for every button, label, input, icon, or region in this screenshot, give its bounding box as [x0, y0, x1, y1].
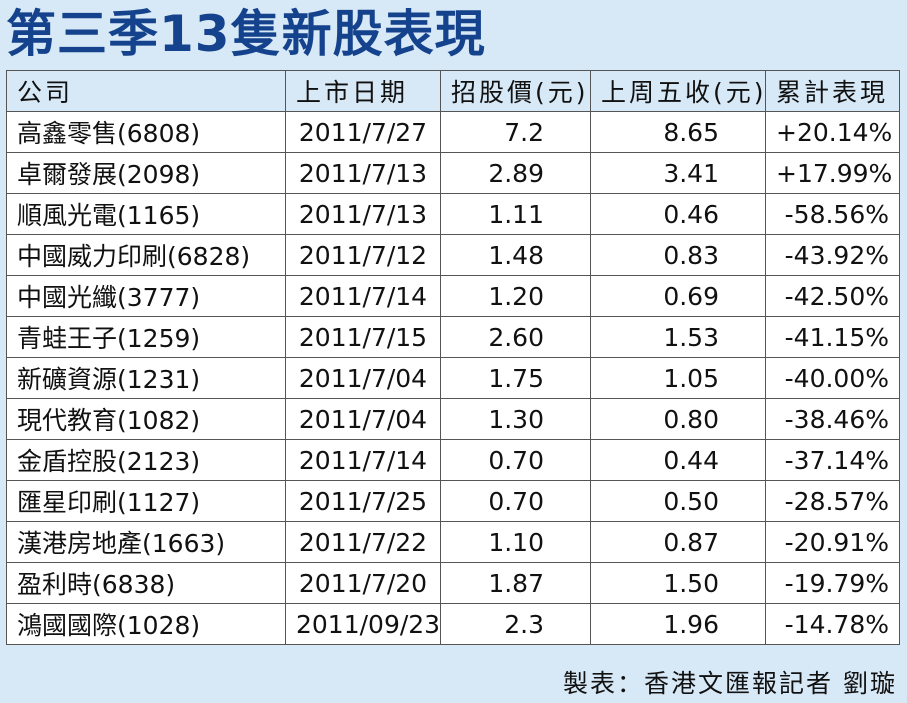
table-cell: -43.92%	[765, 234, 900, 276]
table-cell: -40.00%	[765, 357, 900, 399]
header-row: 公司 上市日期 招股價(元) 上周五收(元) 累計表現	[6, 70, 900, 112]
table-cell: -41.15%	[765, 316, 900, 358]
table-cell: -37.14%	[765, 439, 900, 481]
table-cell: 0.70	[440, 480, 591, 522]
table-cell: 2.3	[440, 603, 591, 645]
table-cell: 3.41	[590, 152, 766, 194]
table-cell: 現代教育(1082)	[6, 398, 286, 440]
table-row: 盈利時(6838) 2011/7/20 1.87 1.50 -19.79%	[6, 562, 900, 604]
table-cell: 2011/7/22	[285, 521, 441, 563]
table-cell: -38.46%	[765, 398, 900, 440]
table-cell: 金盾控股(2123)	[6, 439, 286, 481]
table-row: 漢港房地產(1663) 2011/7/22 1.10 0.87 -20.91%	[6, 521, 900, 563]
table-row: 新礦資源(1231) 2011/7/04 1.75 1.05 -40.00%	[6, 357, 900, 399]
header-cell: 招股價(元)	[440, 70, 591, 112]
header-cell: 上周五收(元)	[590, 70, 766, 112]
table-cell: 0.83	[590, 234, 766, 276]
table-cell: 2011/7/04	[285, 398, 441, 440]
table-cell: 2011/7/12	[285, 234, 441, 276]
table-cell: 2011/7/14	[285, 275, 441, 317]
table-cell: 中國光纖(3777)	[6, 275, 286, 317]
table-cell: -20.91%	[765, 521, 900, 563]
table-cell: 2011/7/20	[285, 562, 441, 604]
table-cell: 0.69	[590, 275, 766, 317]
header-cell: 公司	[6, 70, 286, 112]
table-cell: 2011/7/15	[285, 316, 441, 358]
table-row: 青蛙王子(1259) 2011/7/15 2.60 1.53 -41.15%	[6, 316, 900, 358]
table-cell: 0.44	[590, 439, 766, 481]
table-cell: +17.99%	[765, 152, 900, 194]
table-row: 匯星印刷(1127) 2011/7/25 0.70 0.50 -28.57%	[6, 480, 900, 522]
table-cell: -14.78%	[765, 603, 900, 645]
table-cell: 1.96	[590, 603, 766, 645]
table-cell: 0.50	[590, 480, 766, 522]
table-cell: 0.80	[590, 398, 766, 440]
table-cell: -42.50%	[765, 275, 900, 317]
table-cell: 1.87	[440, 562, 591, 604]
table-row: 金盾控股(2123) 2011/7/14 0.70 0.44 -37.14%	[6, 439, 900, 481]
table-cell: 0.70	[440, 439, 591, 481]
table-cell: 鴻國國際(1028)	[6, 603, 286, 645]
ipo-table: 公司 上市日期 招股價(元) 上周五收(元) 累計表現 高鑫零售(6808) 2011/7…	[6, 70, 900, 645]
table-row: 中國威力印刷(6828) 2011/7/12 1.48 0.83 -43.92%	[6, 234, 900, 276]
table-cell: 1.50	[590, 562, 766, 604]
table-cell: 1.05	[590, 357, 766, 399]
table-cell: 0.46	[590, 193, 766, 235]
credit: 製表：香港文匯報記者 劉璇	[563, 669, 897, 698]
table-cell: 卓爾發展(2098)	[6, 152, 286, 194]
table-cell: 高鑫零售(6808)	[6, 111, 286, 153]
table-cell: 漢港房地產(1663)	[6, 521, 286, 563]
table-cell: 順風光電(1165)	[6, 193, 286, 235]
table-cell: 2011/09/23	[285, 603, 441, 645]
table-row: 現代教育(1082) 2011/7/04 1.30 0.80 -38.46%	[6, 398, 900, 440]
table-cell: 2011/7/14	[285, 439, 441, 481]
table-row: 中國光纖(3777) 2011/7/14 1.20 0.69 -42.50%	[6, 275, 900, 317]
table-cell: 2.89	[440, 152, 591, 194]
table-cell: 青蛙王子(1259)	[6, 316, 286, 358]
table-cell: +20.14%	[765, 111, 900, 153]
table-cell: -28.57%	[765, 480, 900, 522]
table-row: 高鑫零售(6808) 2011/7/27 7.2 8.65 +20.14%	[6, 111, 900, 153]
table-cell: 0.87	[590, 521, 766, 563]
table-cell: 1.11	[440, 193, 591, 235]
table-cell: 7.2	[440, 111, 591, 153]
table-cell: 1.20	[440, 275, 591, 317]
table-cell: 盈利時(6838)	[6, 562, 286, 604]
table-cell: 2011/7/27	[285, 111, 441, 153]
table-cell: 1.75	[440, 357, 591, 399]
table-cell: 2011/7/04	[285, 357, 441, 399]
table-body: 高鑫零售(6808) 2011/7/27 7.2 8.65 +20.14% 卓爾發展(20…	[6, 111, 900, 645]
table-cell: 1.30	[440, 398, 591, 440]
table-row: 順風光電(1165) 2011/7/13 1.11 0.46 -58.56%	[6, 193, 900, 235]
table-cell: -19.79%	[765, 562, 900, 604]
table-cell: 2011/7/13	[285, 193, 441, 235]
table-cell: 2.60	[440, 316, 591, 358]
header-cell: 上市日期	[285, 70, 441, 112]
table-cell: -58.56%	[765, 193, 900, 235]
table-cell: 1.53	[590, 316, 766, 358]
title: 第三季13隻新股表現	[6, 5, 486, 63]
table-cell: 8.65	[590, 111, 766, 153]
header-cell: 累計表現	[765, 70, 900, 112]
table-cell: 1.48	[440, 234, 591, 276]
table-cell: 2011/7/13	[285, 152, 441, 194]
table-cell: 2011/7/25	[285, 480, 441, 522]
table-cell: 中國威力印刷(6828)	[6, 234, 286, 276]
table-row: 鴻國國際(1028) 2011/09/23 2.3 1.96 -14.78%	[6, 603, 900, 645]
table-row: 卓爾發展(2098) 2011/7/13 2.89 3.41 +17.99%	[6, 152, 900, 194]
table-cell: 新礦資源(1231)	[6, 357, 286, 399]
table-cell: 匯星印刷(1127)	[6, 480, 286, 522]
table-cell: 1.10	[440, 521, 591, 563]
